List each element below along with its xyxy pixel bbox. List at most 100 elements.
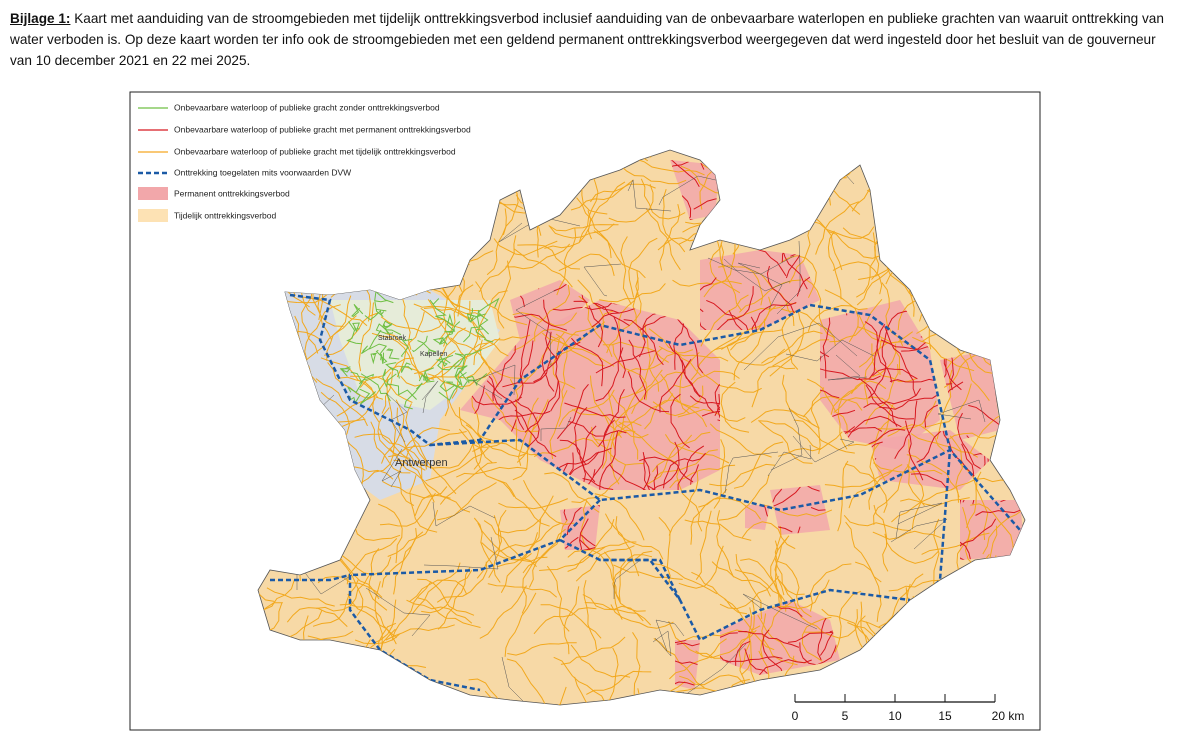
waterway xyxy=(567,518,615,572)
waterway xyxy=(487,583,558,598)
waterway xyxy=(533,437,599,457)
waterway xyxy=(594,493,645,541)
waterway xyxy=(581,290,604,348)
waterway xyxy=(887,424,946,452)
waterway xyxy=(741,521,796,550)
waterway xyxy=(574,406,588,466)
waterway xyxy=(514,409,557,458)
waterway xyxy=(675,445,705,501)
waterway xyxy=(591,426,644,466)
permanent-zone xyxy=(510,280,590,340)
place-label: Antwerpen xyxy=(395,457,448,469)
waterway xyxy=(658,345,729,362)
dvw-route xyxy=(348,499,601,692)
waterway xyxy=(759,421,813,464)
waterway xyxy=(766,265,800,318)
waterway xyxy=(519,319,531,383)
basin-border xyxy=(785,339,875,362)
waterway xyxy=(541,331,555,392)
waterway xyxy=(804,278,836,339)
waterway xyxy=(466,373,488,386)
basin-border xyxy=(381,448,403,488)
waterway xyxy=(665,160,726,170)
waterway xyxy=(385,624,455,641)
waterway xyxy=(350,375,413,403)
waterway xyxy=(546,565,570,632)
waterway xyxy=(691,571,748,615)
waterway xyxy=(578,174,599,243)
waterway xyxy=(479,339,529,379)
waterway xyxy=(578,295,613,357)
waterway xyxy=(922,383,972,428)
waterway xyxy=(475,328,494,343)
waterway xyxy=(473,290,508,350)
waterway xyxy=(477,297,500,316)
waterway xyxy=(414,494,471,516)
waterway xyxy=(669,638,727,680)
waterway xyxy=(872,530,942,540)
waterway xyxy=(761,613,798,666)
waterway xyxy=(894,400,918,460)
waterway xyxy=(358,302,374,372)
waterway xyxy=(375,349,388,365)
waterway xyxy=(439,462,497,505)
waterway xyxy=(358,373,374,385)
basin-border xyxy=(423,536,499,570)
waterway xyxy=(778,431,843,457)
waterway xyxy=(855,561,882,622)
waterway xyxy=(360,373,391,402)
waterway xyxy=(618,421,678,464)
waterway xyxy=(652,431,711,473)
waterway xyxy=(454,365,468,378)
waterway xyxy=(608,390,649,439)
waterway xyxy=(473,334,531,366)
basin-border xyxy=(296,561,353,595)
waterway xyxy=(631,681,686,705)
waterway xyxy=(393,531,424,595)
waterway xyxy=(772,310,805,367)
waterway xyxy=(618,347,664,400)
waterway xyxy=(555,333,568,401)
waterway xyxy=(620,236,632,305)
waterway xyxy=(258,576,275,602)
waterway xyxy=(472,442,540,456)
waterway xyxy=(856,232,876,298)
waterway xyxy=(720,381,750,433)
waterway xyxy=(571,337,604,387)
scale-label: 10 xyxy=(888,709,902,723)
waterway xyxy=(669,464,736,489)
waterway xyxy=(400,336,413,358)
waterway xyxy=(500,532,538,593)
waterway xyxy=(379,492,436,527)
waterway xyxy=(316,575,370,612)
waterway xyxy=(400,365,463,387)
waterway xyxy=(679,674,745,686)
waterway xyxy=(427,299,468,359)
waterway xyxy=(541,332,605,367)
waterway xyxy=(475,281,528,326)
basin-border xyxy=(737,262,783,310)
waterway xyxy=(418,367,435,382)
basin-border xyxy=(515,289,557,367)
waterway xyxy=(515,335,561,392)
waterway xyxy=(675,317,704,374)
waterway xyxy=(429,298,447,317)
waterway xyxy=(716,286,754,332)
waterway xyxy=(681,359,714,413)
caption: Bijlage 1: Kaart met aanduiding van de s… xyxy=(10,8,1170,71)
waterway xyxy=(873,465,909,525)
waterway xyxy=(370,421,411,474)
waterway xyxy=(549,390,568,459)
waterway xyxy=(504,592,537,657)
waterway xyxy=(556,228,577,296)
waterway xyxy=(568,420,627,437)
waterway xyxy=(266,587,335,607)
waterway xyxy=(810,220,875,239)
waterway xyxy=(352,322,360,333)
waterway xyxy=(718,265,764,306)
waterway xyxy=(733,441,784,489)
waterway xyxy=(730,296,772,351)
waterway xyxy=(676,467,703,532)
legend-label: Onbevaarbare waterloop of publieke grach… xyxy=(174,102,440,112)
